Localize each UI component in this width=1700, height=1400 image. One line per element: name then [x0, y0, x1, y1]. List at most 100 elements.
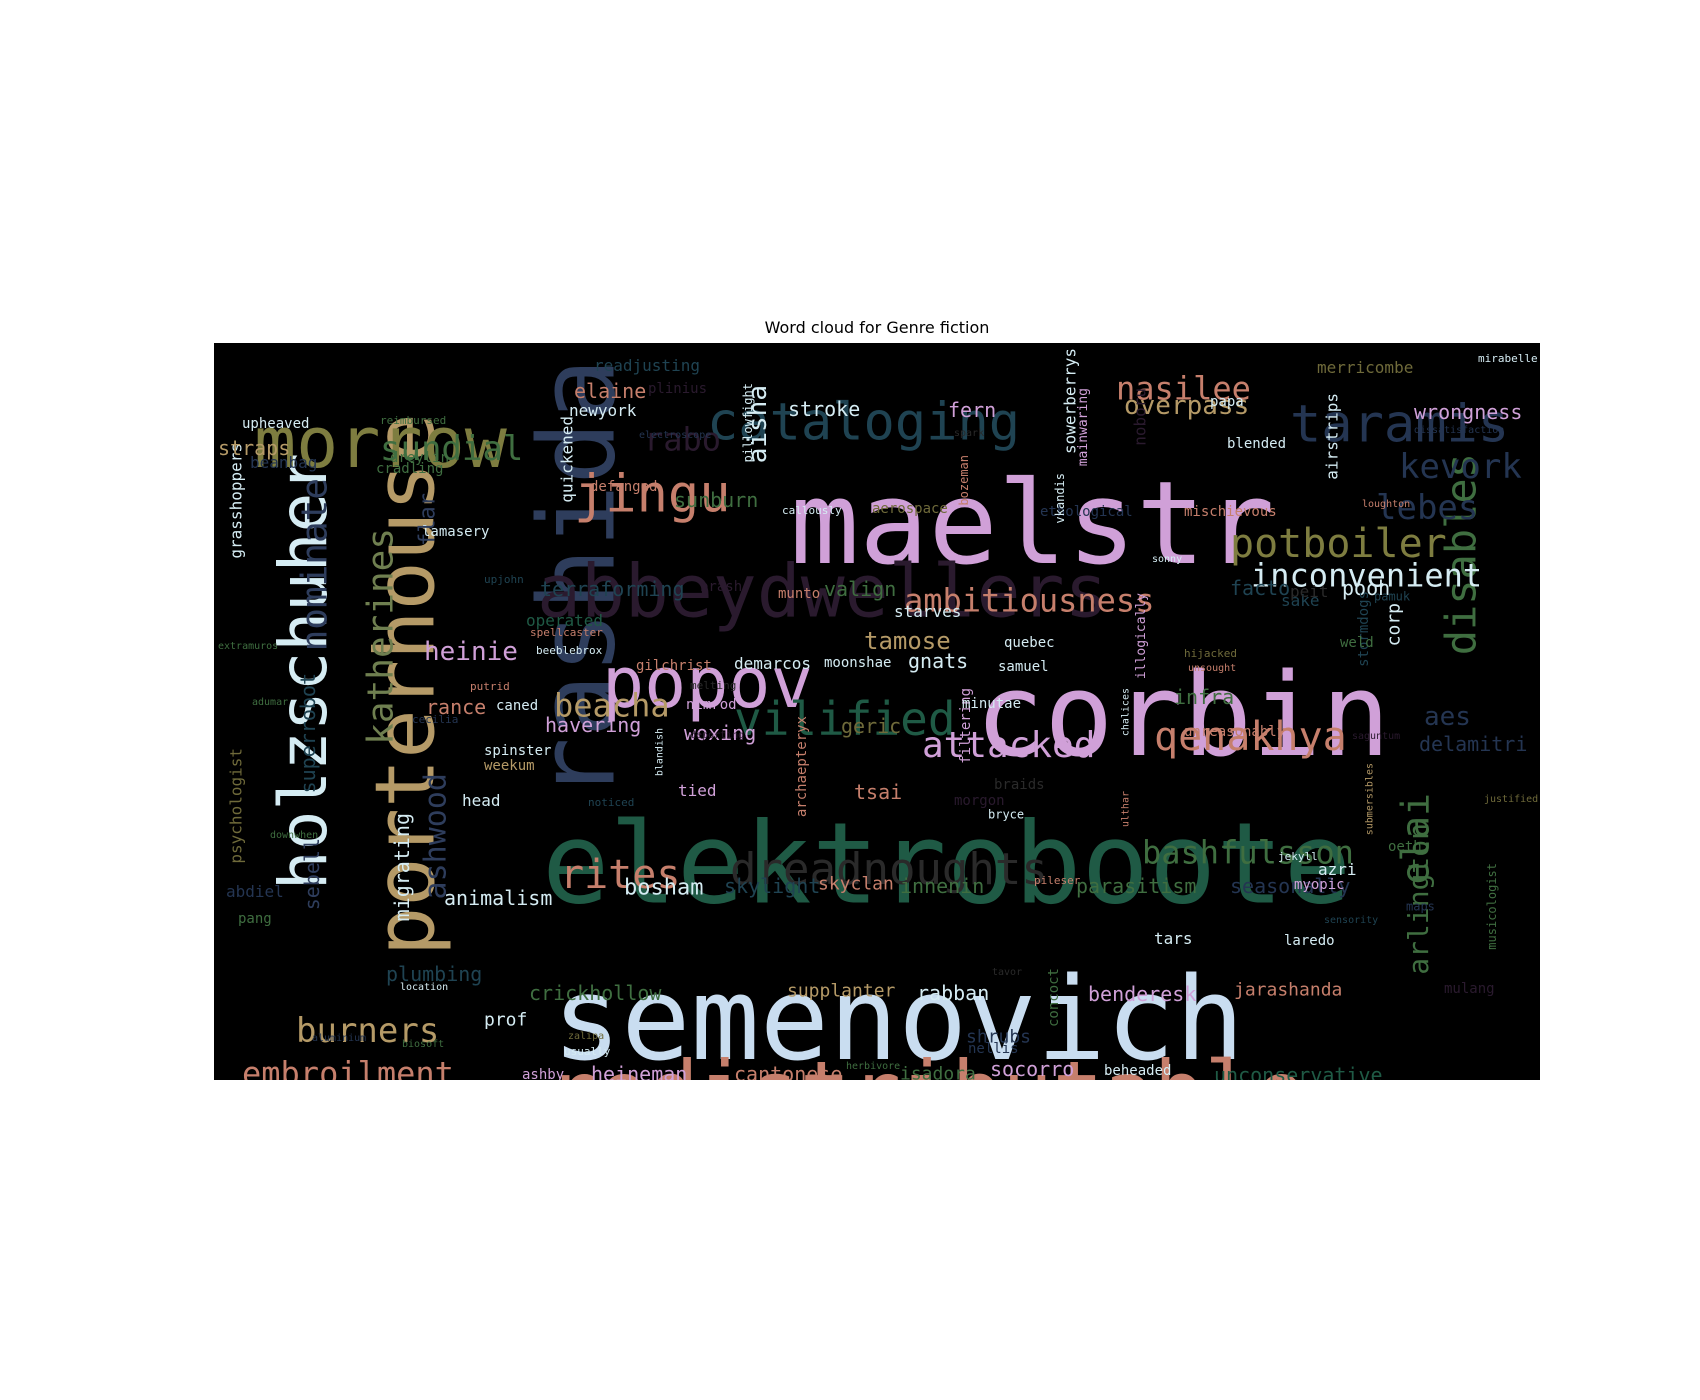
cloud-word: grasshoppers [227, 443, 246, 559]
cloud-word: elektroboote [542, 800, 1351, 930]
cloud-word: noboru [1131, 388, 1150, 446]
cloud-word: vkandis [1053, 473, 1067, 524]
cloud-word: operated [526, 611, 603, 630]
cloud-word: disables [1437, 453, 1486, 655]
chart-title: Word cloud for Genre fiction [764, 318, 990, 337]
cloud-word: straps [218, 436, 290, 460]
cloud-word: melting [690, 679, 736, 692]
cloud-word: quickened [558, 416, 577, 503]
cloud-word: zalipa [568, 1031, 604, 1042]
cloud-word: cecilia [412, 713, 458, 726]
cloud-word: prof [484, 1009, 527, 1030]
cloud-word: parasitism [1076, 874, 1196, 898]
cloud-word: nominate [295, 478, 336, 651]
cloud-word: peit [1290, 582, 1329, 601]
cloud-word: rites [560, 852, 680, 898]
cloud-word: havering [545, 713, 641, 737]
cloud-word: samuel [998, 659, 1049, 675]
cloud-word: dreadnoughts [730, 844, 1048, 895]
cloud-word: stormdogs [1356, 591, 1372, 667]
cloud-word: heinie [424, 637, 518, 667]
cloud-word: lamasery [422, 524, 489, 540]
cloud-word: popov [602, 642, 813, 724]
cloud-word: maelstr [790, 457, 1275, 591]
cloud-word: braids [994, 777, 1045, 793]
cloud-word: animalism [444, 886, 552, 910]
cloud-word: wrongness [1414, 400, 1522, 424]
cloud-word: bryce [988, 808, 1024, 822]
cloud-word: submersibles [1365, 763, 1376, 835]
cloud-word: callously [782, 504, 842, 517]
cloud-word: attacked [922, 725, 1095, 766]
cloud-word: saguntum [1352, 731, 1400, 742]
cloud-word: crickhollow [529, 981, 662, 1005]
cloud-word: spark [954, 428, 984, 439]
cloud-word: moonshae [824, 655, 891, 671]
cloud-word: brash [700, 579, 742, 595]
cloud-word: weekum [484, 758, 535, 774]
cloud-word: terraforming [540, 577, 685, 601]
cloud-word: beanbag [250, 453, 317, 472]
cloud-word: sebell [300, 838, 324, 910]
cloud-word: inconvenient [1251, 557, 1482, 595]
cloud-word: cantonese [734, 1062, 842, 1080]
cloud-word: jekyll [1278, 850, 1318, 863]
cloud-word: tied [678, 781, 717, 800]
cloud-word: maps [1406, 900, 1435, 914]
cloud-word: reimbursed [380, 414, 446, 427]
cloud-word: sundial [380, 429, 523, 469]
cloud-word: burners [296, 1011, 439, 1051]
cloud-word: beheaded [1104, 1063, 1171, 1079]
cloud-word: filtering [958, 688, 974, 764]
cloud-word: plumbing [386, 962, 482, 986]
cloud-word: herbivore [846, 1061, 900, 1072]
cloud-word: benderesk [1088, 982, 1196, 1006]
cloud-word: upjohn [484, 573, 524, 586]
cloud-word: sonny [1152, 554, 1182, 565]
cloud-word: pamuk [1374, 590, 1411, 604]
cloud-word: unsought [1188, 663, 1236, 674]
cloud-word: mirabelle [1478, 352, 1538, 365]
cloud-word: mulang [1444, 981, 1495, 997]
cloud-word: valign [824, 577, 896, 601]
cloud-word: facto [1230, 576, 1290, 600]
cloud-word: redistributable [547, 1043, 1306, 1080]
cloud-word: extramuros [218, 641, 278, 652]
cloud-word: aluminium [312, 1033, 366, 1044]
cloud-word: jingu [574, 465, 731, 525]
cloud-word: seasonally [1230, 874, 1350, 898]
cloud-word: upheaved [242, 416, 309, 432]
cloud-word: vilified [734, 692, 956, 746]
cloud-word: corbin [975, 649, 1390, 783]
cloud-word: myopic [1294, 877, 1345, 893]
cloud-word: gnats [908, 649, 968, 673]
cloud-word: noticed [588, 796, 634, 809]
cloud-word: spinster [484, 743, 551, 759]
cloud-word: deporting [690, 730, 744, 741]
cloud-word: nellis [968, 1041, 1019, 1057]
cloud-word: holzschuher [265, 453, 342, 890]
cloud-word: defanged [590, 479, 657, 495]
cloud-word: papa [1210, 394, 1244, 410]
cloud-word: stroke [788, 397, 860, 421]
cloud-word: tavor [992, 967, 1022, 978]
cloud-word: superrobot [296, 673, 320, 793]
cloud-word: downwhen [270, 830, 318, 841]
cloud-word: beeblebrox [536, 644, 603, 657]
cloud-word: laredo [1284, 933, 1335, 949]
cloud-word: cradling [376, 461, 443, 477]
cloud-word: pang [238, 911, 272, 927]
cloud-word: qenakhya [1154, 714, 1347, 760]
cloud-word: overpass [1124, 391, 1249, 421]
cloud-word: spellcaster [530, 626, 603, 639]
cloud-word: sake [1281, 591, 1320, 610]
cloud-word: corp [1383, 603, 1404, 646]
cloud-word: porterhouse [359, 413, 454, 956]
cloud-word: rabo [644, 421, 721, 459]
cloud-word: sowerberrys [1061, 348, 1080, 454]
cloud-word: tamose [864, 627, 951, 655]
cloud-word: morgon [954, 793, 1005, 809]
cloud-word: skylight [724, 874, 820, 898]
cloud-word: infra [1174, 685, 1234, 709]
cloud-word: abbeydwellers [537, 549, 1108, 634]
